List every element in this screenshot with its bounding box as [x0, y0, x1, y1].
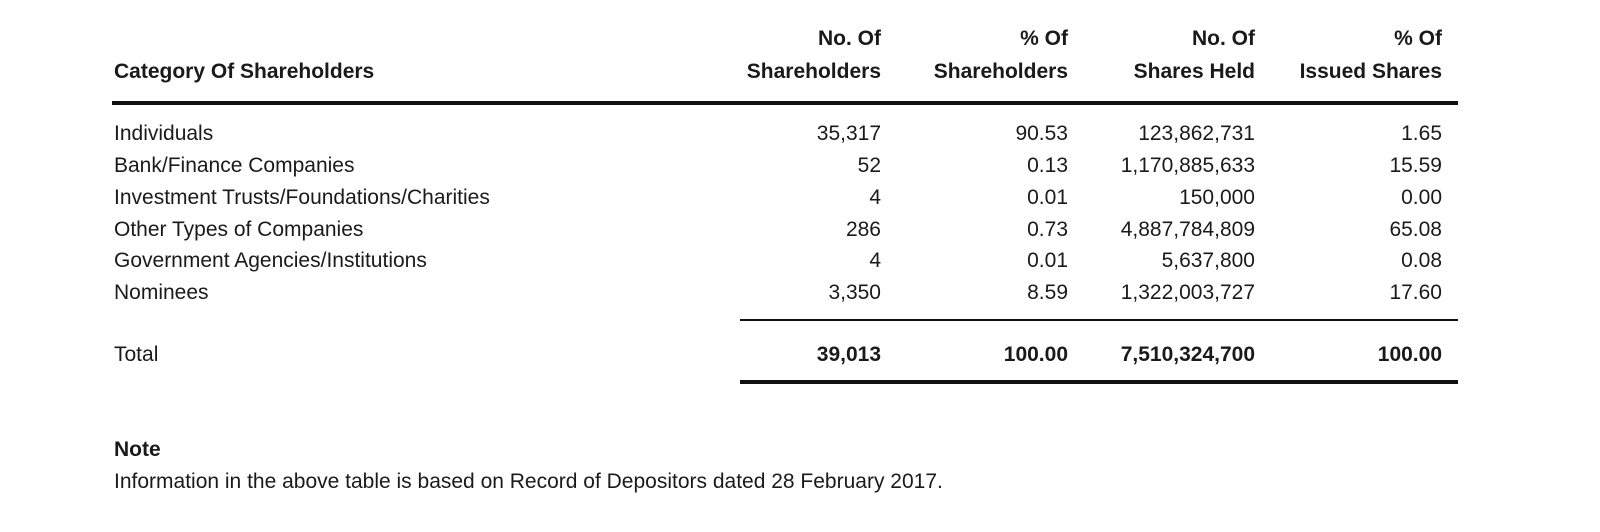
cell-pct-of-issued-shares: 0.00: [1401, 186, 1442, 209]
cell-pct-of-issued-shares: 1.65: [1401, 122, 1442, 145]
cell-category: Bank/Finance Companies: [114, 154, 355, 177]
total-row: Total 39,013 100.00 7,510,324,700 100.00: [0, 339, 1600, 371]
header-line-2: Issued Shares: [1299, 60, 1442, 83]
cell-no-of-shares-held: 5,637,800: [1161, 249, 1255, 272]
cell-no-of-shares-held: 150,000: [1179, 186, 1255, 209]
cell-category: Nominees: [114, 281, 209, 304]
total-pct-of-issued-shares: 100.00: [1377, 343, 1442, 366]
header-line-1: % Of: [1020, 27, 1068, 50]
cell-pct-of-shareholders: 90.53: [1015, 122, 1068, 145]
cell-pct-of-shareholders: 0.73: [1027, 218, 1068, 241]
table-row: Other Types of Companies 286 0.73 4,887,…: [0, 214, 1600, 246]
cell-category: Investment Trusts/Foundations/Charities: [114, 186, 490, 209]
cell-pct-of-shareholders: 8.59: [1027, 281, 1068, 304]
cell-pct-of-issued-shares: 0.08: [1401, 249, 1442, 272]
total-no-of-shares-held: 7,510,324,700: [1120, 343, 1255, 366]
cell-no-of-shareholders: 4: [869, 186, 881, 209]
header-no-of-shareholders: No. Of Shareholders: [747, 22, 881, 88]
cell-no-of-shares-held: 4,887,784,809: [1120, 218, 1255, 241]
cell-pct-of-shareholders: 0.01: [1027, 249, 1068, 272]
cell-pct-of-shareholders: 0.13: [1027, 154, 1068, 177]
table-row: Individuals 35,317 90.53 123,862,731 1.6…: [0, 118, 1600, 150]
header-divider: [112, 101, 1458, 105]
cell-category: Government Agencies/Institutions: [114, 249, 427, 272]
header-line-2: Shareholders: [933, 60, 1068, 83]
cell-no-of-shares-held: 1,322,003,727: [1120, 281, 1255, 304]
header-line-1: % Of: [1394, 27, 1442, 50]
header-pct-of-issued-shares: % Of Issued Shares: [1300, 22, 1442, 88]
cell-category: Individuals: [114, 122, 214, 145]
header-line-1: No. Of: [1192, 27, 1255, 50]
header-line-2: Shareholders: [746, 60, 881, 83]
table-row: Nominees 3,350 8.59 1,322,003,727 17.60: [0, 277, 1600, 309]
cell-no-of-shares-held: 123,862,731: [1138, 122, 1255, 145]
table-row: Investment Trusts/Foundations/Charities …: [0, 182, 1600, 214]
total-top-divider: [740, 319, 1458, 321]
cell-pct-of-issued-shares: 65.08: [1389, 218, 1442, 241]
table-row: Bank/Finance Companies 52 0.13 1,170,885…: [0, 150, 1600, 182]
cell-category: Other Types of Companies: [114, 218, 364, 241]
total-bottom-divider: [740, 380, 1458, 384]
total-no-of-shareholders: 39,013: [816, 343, 881, 366]
cell-pct-of-issued-shares: 17.60: [1389, 281, 1442, 304]
total-label: Total: [114, 343, 159, 366]
total-pct-of-shareholders: 100.00: [1003, 343, 1068, 366]
cell-no-of-shareholders: 35,317: [816, 122, 881, 145]
cell-no-of-shares-held: 1,170,885,633: [1120, 154, 1255, 177]
cell-no-of-shareholders: 4: [869, 249, 881, 272]
note-title: Note: [114, 438, 161, 461]
header-category-label: Category Of Shareholders: [114, 60, 375, 83]
cell-no-of-shareholders: 3,350: [828, 281, 881, 304]
cell-pct-of-issued-shares: 15.59: [1389, 154, 1442, 177]
header-line-2: Shares Held: [1133, 60, 1255, 83]
note-text: Information in the above table is based …: [114, 470, 943, 493]
cell-pct-of-shareholders: 0.01: [1027, 186, 1068, 209]
table-row: Government Agencies/Institutions 4 0.01 …: [0, 245, 1600, 277]
cell-no-of-shareholders: 286: [845, 218, 881, 241]
cell-no-of-shareholders: 52: [857, 154, 881, 177]
header-no-of-shares-held: No. Of Shares Held: [1134, 22, 1255, 88]
header-line-1: No. Of: [818, 27, 881, 50]
header-category: Category Of Shareholders: [114, 55, 374, 88]
header-pct-of-shareholders: % Of Shareholders: [934, 22, 1068, 88]
